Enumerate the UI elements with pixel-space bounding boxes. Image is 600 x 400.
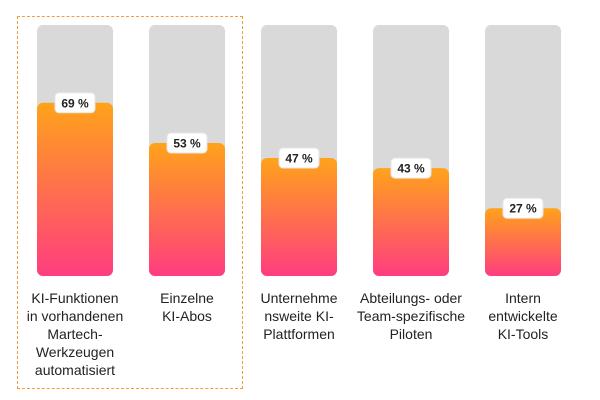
value-badge bbox=[54, 92, 96, 114]
value-label: 69 % bbox=[61, 96, 89, 110]
value-label: 43 % bbox=[397, 162, 425, 176]
category-label: Unternehme nsweite KI- Plattformen bbox=[260, 290, 338, 342]
value-badge bbox=[278, 147, 320, 169]
value-badge bbox=[390, 157, 432, 179]
bar bbox=[485, 208, 561, 276]
category-label: Abteilungs- oder Team-spezifische Pilote… bbox=[356, 290, 466, 342]
bar bbox=[261, 158, 337, 276]
highlight-frame bbox=[17, 16, 243, 389]
value-label: 53 % bbox=[173, 136, 201, 150]
value-label: 27 % bbox=[509, 202, 537, 216]
category-label: Intern entwickelte KI-Tools bbox=[488, 290, 558, 342]
value-label: 47 % bbox=[285, 152, 313, 166]
category-label: Einzelne KI-Abos bbox=[160, 290, 214, 324]
bar bbox=[149, 142, 225, 276]
bar bbox=[373, 168, 449, 276]
bar bbox=[37, 102, 113, 276]
value-badge bbox=[502, 197, 544, 219]
value-badge bbox=[166, 132, 208, 154]
category-label: KI-Funktionen in vorhandenen Martech- We… bbox=[26, 290, 124, 378]
